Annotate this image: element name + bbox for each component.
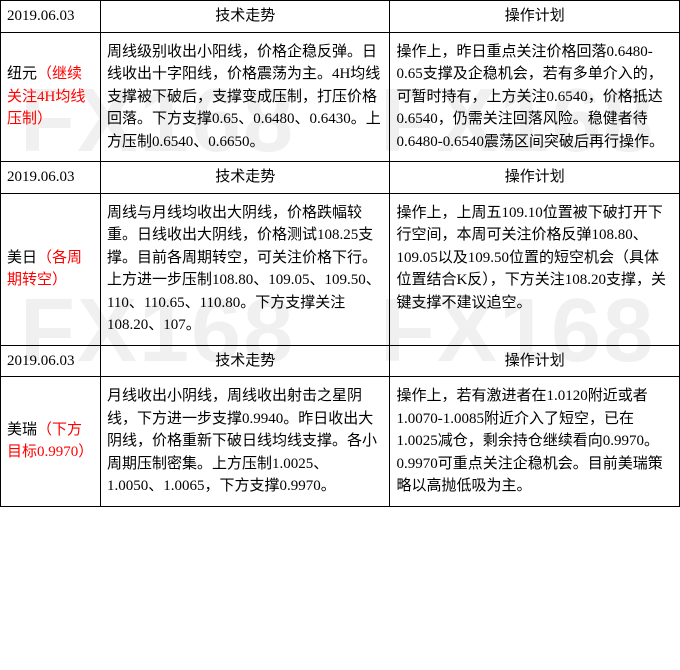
trend-cell: 周线与月线均收出大阴线，价格跌幅较重。日线收出大阴线，价格测试108.25支撑。… xyxy=(100,193,390,345)
trend-header: 技术走势 xyxy=(100,345,390,377)
section-body-row: 美瑞（下方目标0.9970） 月线收出小阴线，周线收出射击之星阴线，下方进一步支… xyxy=(1,377,680,507)
section-body-row: 美日（各周期转空） 周线与月线均收出大阴线，价格跌幅较重。日线收出大阴线，价格测… xyxy=(1,193,680,345)
section-header-row: 2019.06.03 技术走势 操作计划 xyxy=(1,1,680,33)
pair-cell: 纽元（继续关注4H均线压制） xyxy=(1,32,101,162)
plan-cell: 操作上，上周五109.10位置被下破打开下行空间，本周可关注价格反弹108.80… xyxy=(390,193,680,345)
date-cell: 2019.06.03 xyxy=(1,1,101,33)
trend-header: 技术走势 xyxy=(100,1,390,33)
pair-name: 纽元 xyxy=(7,66,37,82)
pair-cell: 美日（各周期转空） xyxy=(1,193,101,345)
pair-name: 美日 xyxy=(7,250,37,266)
analysis-table: 2019.06.03 技术走势 操作计划 纽元（继续关注4H均线压制） 周线级别… xyxy=(0,0,680,507)
trend-cell: 月线收出小阴线，周线收出射击之星阴线，下方进一步支撑0.9940。昨日收出大阴线… xyxy=(100,377,390,507)
plan-header: 操作计划 xyxy=(390,345,680,377)
plan-header: 操作计划 xyxy=(390,1,680,33)
plan-header: 操作计划 xyxy=(390,162,680,194)
date-cell: 2019.06.03 xyxy=(1,162,101,194)
trend-cell: 周线级别收出小阳线，价格企稳反弹。日线收出十字阳线，价格震荡为主。4H均线支撑被… xyxy=(100,32,390,162)
section-header-row: 2019.06.03 技术走势 操作计划 xyxy=(1,345,680,377)
plan-cell: 操作上，昨日重点关注价格回落0.6480-0.65支撑及企稳机会，若有多单介入的… xyxy=(390,32,680,162)
pair-name: 美瑞 xyxy=(7,422,37,438)
date-cell: 2019.06.03 xyxy=(1,345,101,377)
plan-cell: 操作上，若有激进者在1.0120附近或者1.0070-1.0085附近介入了短空… xyxy=(390,377,680,507)
trend-header: 技术走势 xyxy=(100,162,390,194)
section-body-row: 纽元（继续关注4H均线压制） 周线级别收出小阳线，价格企稳反弹。日线收出十字阳线… xyxy=(1,32,680,162)
pair-cell: 美瑞（下方目标0.9970） xyxy=(1,377,101,507)
section-header-row: 2019.06.03 技术走势 操作计划 xyxy=(1,162,680,194)
